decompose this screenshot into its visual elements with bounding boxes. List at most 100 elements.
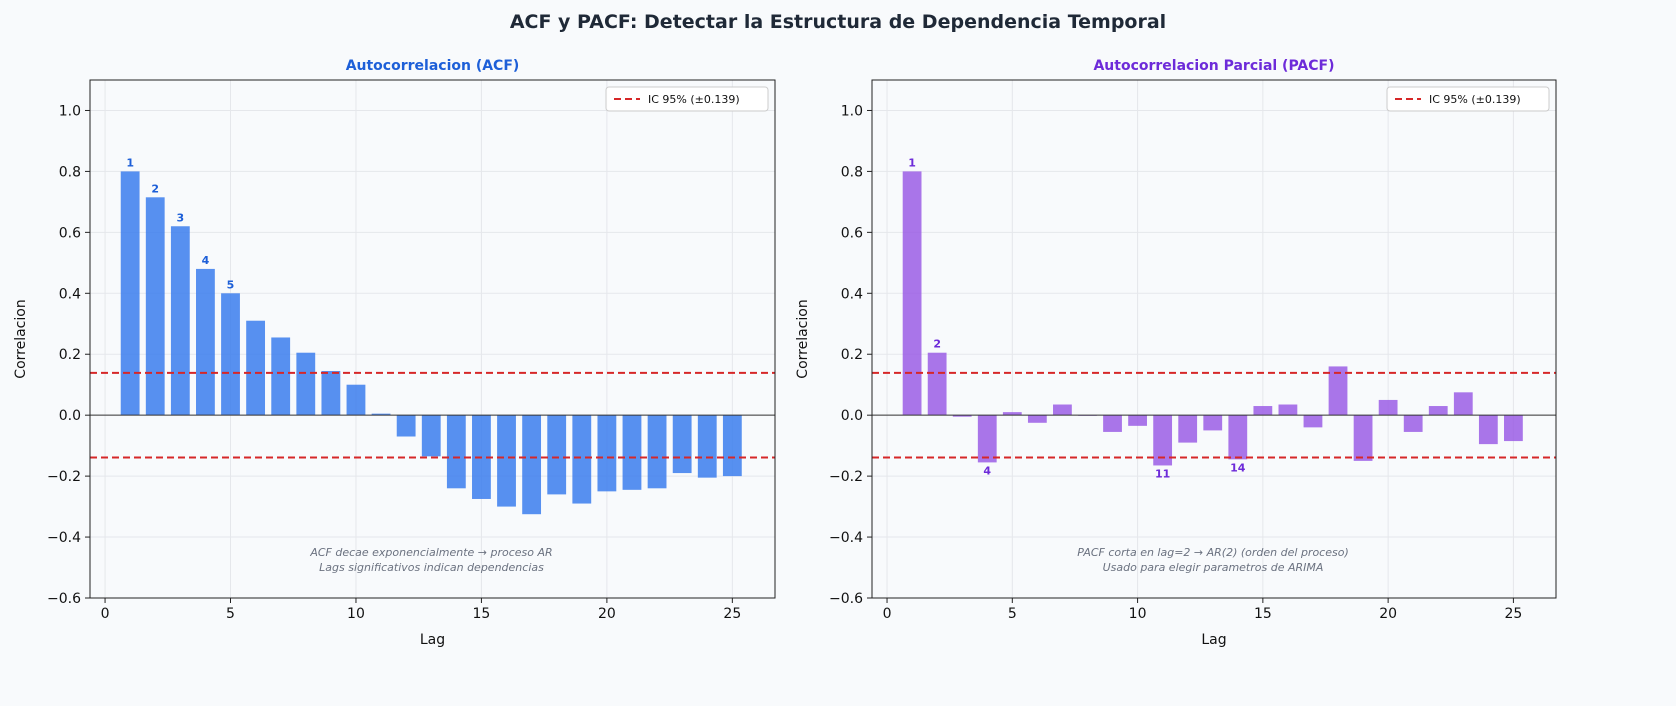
pacf-annotation-line-2: Usado para elegir parametros de ARIMA <box>1103 561 1324 574</box>
pacf-bar-lag-15 <box>1253 406 1273 416</box>
pacf-chart-title: Autocorrelacion Parcial (PACF) <box>1093 58 1334 74</box>
pacf-y-tick-label: −0.6 <box>829 591 863 607</box>
acf-y-tick-label: 0.8 <box>59 164 81 180</box>
acf-bar-lag-12 <box>396 415 416 437</box>
acf-bar-lag-11 <box>371 413 391 416</box>
acf-x-tick-label: 15 <box>473 606 491 622</box>
acf-bar-lag-8 <box>296 352 316 416</box>
acf-x-tick-label: 0 <box>101 606 110 622</box>
acf-y-tick-label: 0.6 <box>59 225 81 241</box>
acf-plot-area <box>90 80 775 598</box>
acf-y-tick-label: −0.2 <box>47 469 81 485</box>
pacf-lag-label-2: 2 <box>933 338 941 351</box>
pacf-x-tick-label: 10 <box>1129 606 1147 622</box>
pacf-bar-lag-3 <box>952 415 972 417</box>
acf-bar-lag-18 <box>547 415 567 495</box>
pacf-bar-lag-16 <box>1278 404 1298 416</box>
acf-bar-lag-10 <box>346 384 366 416</box>
acf-annotation-line-1: ACF decae exponencialmente → proceso AR <box>309 546 552 559</box>
acf-chart-title: Autocorrelacion (ACF) <box>346 58 520 74</box>
pacf-bar-lag-9 <box>1103 415 1122 432</box>
pacf-bar-lag-23 <box>1453 392 1473 416</box>
pacf-bar-lag-19 <box>1353 415 1373 461</box>
pacf-bar-lag-22 <box>1428 406 1448 416</box>
pacf-x-tick-label: 5 <box>1008 606 1017 622</box>
acf-y-tick-label: 0.0 <box>59 408 81 424</box>
pacf-y-tick-label: 0.2 <box>841 347 863 363</box>
pacf-bar-lag-25 <box>1504 415 1523 442</box>
pacf-x-tick-label: 20 <box>1379 606 1397 622</box>
pacf-bar-lag-13 <box>1203 415 1223 431</box>
acf-y-tick-label: 1.0 <box>59 103 81 119</box>
pacf-bar-lag-1 <box>902 171 922 416</box>
acf-y-tick-label: −0.4 <box>47 530 81 546</box>
pacf-legend-box <box>1386 86 1550 112</box>
acf-bar-lag-19 <box>572 415 592 504</box>
pacf-y-axis-label: Correlacion <box>795 299 811 378</box>
acf-x-tick-label: 20 <box>598 606 616 622</box>
pacf-bar-lag-21 <box>1403 415 1423 432</box>
acf-bar-lag-13 <box>421 415 441 457</box>
acf-legend-label: IC 95% (±0.139) <box>648 93 740 106</box>
acf-lag-label-4: 4 <box>202 254 210 267</box>
pacf-x-tick-label: 15 <box>1254 606 1272 622</box>
pacf-legend-label: IC 95% (±0.139) <box>1429 93 1521 106</box>
acf-bar-lag-22 <box>647 415 667 489</box>
pacf-y-tick-label: 0.0 <box>841 408 863 424</box>
acf-x-tick-label: 10 <box>347 606 365 622</box>
pacf-lag-label-4: 4 <box>983 464 991 477</box>
pacf-y-tick-label: −0.2 <box>829 469 863 485</box>
pacf-bar-lag-20 <box>1378 399 1398 416</box>
acf-x-tick-label: 5 <box>226 606 235 622</box>
pacf-bar-lag-4 <box>977 415 997 463</box>
pacf-bar-lag-17 <box>1303 415 1323 428</box>
pacf-bar-lag-11 <box>1153 415 1173 466</box>
acf-bar-lag-1 <box>120 171 140 416</box>
pacf-bar-lag-10 <box>1128 415 1147 426</box>
pacf-y-tick-label: 0.4 <box>841 286 863 302</box>
acf-bar-lag-24 <box>697 415 717 478</box>
acf-bar-lag-16 <box>497 415 516 507</box>
acf-bar-lag-23 <box>672 415 692 474</box>
figure-title: ACF y PACF: Detectar la Estructura de De… <box>510 11 1166 33</box>
acf-bar-lag-5 <box>221 293 240 416</box>
pacf-bar-lag-18 <box>1328 366 1348 416</box>
pacf-axes-frame <box>871 79 1557 599</box>
acf-legend-box <box>605 86 769 112</box>
acf-lag-label-5: 5 <box>227 278 235 291</box>
acf-x-tick-label: 25 <box>723 606 741 622</box>
acf-annotation-line-2: Lags significativos indican dependencias <box>319 561 544 574</box>
acf-y-axis-label: Correlacion <box>13 299 29 378</box>
acf-bar-lag-9 <box>321 370 341 416</box>
pacf-bar-lag-5 <box>1002 412 1022 416</box>
acf-y-tick-label: −0.6 <box>47 591 81 607</box>
pacf-annotation-line-1: PACF corta en lag=2 → AR(2) (orden del p… <box>1077 546 1349 559</box>
acf-bar-lag-17 <box>522 415 542 515</box>
pacf-bar-lag-14 <box>1228 415 1248 460</box>
acf-bar-lag-6 <box>246 320 266 416</box>
acf-lag-label-1: 1 <box>126 156 134 169</box>
pacf-lag-label-14: 14 <box>1230 461 1246 474</box>
acf-y-tick-label: 0.2 <box>59 347 81 363</box>
pacf-x-axis-label: Lag <box>1201 632 1226 648</box>
acf-bar-lag-20 <box>597 415 617 492</box>
pacf-y-tick-label: 0.8 <box>841 164 863 180</box>
acf-bar-lag-2 <box>145 197 165 416</box>
pacf-bar-lag-7 <box>1053 404 1072 416</box>
acf-bar-lag-21 <box>622 415 642 490</box>
acf-bar-lag-3 <box>170 226 190 416</box>
acf-x-axis-label: Lag <box>420 632 445 648</box>
pacf-lag-label-11: 11 <box>1155 467 1170 480</box>
pacf-bar-lag-6 <box>1027 415 1047 423</box>
pacf-x-tick-label: 0 <box>883 606 892 622</box>
pacf-y-tick-label: 0.6 <box>841 225 863 241</box>
pacf-bar-lag-2 <box>927 352 947 416</box>
pacf-plot-area <box>872 80 1556 598</box>
pacf-y-tick-label: −0.4 <box>829 530 863 546</box>
acf-bar-lag-14 <box>446 415 466 489</box>
pacf-bar-lag-12 <box>1178 415 1198 443</box>
acf-bar-lag-25 <box>722 415 742 477</box>
acf-bar-lag-4 <box>196 268 215 416</box>
pacf-panel: 1 2 4 11 14 0 5 10 15 20 25 −0.6 −0.4 −0.2 0.0 0.2 0.4 0.… <box>795 58 1557 648</box>
